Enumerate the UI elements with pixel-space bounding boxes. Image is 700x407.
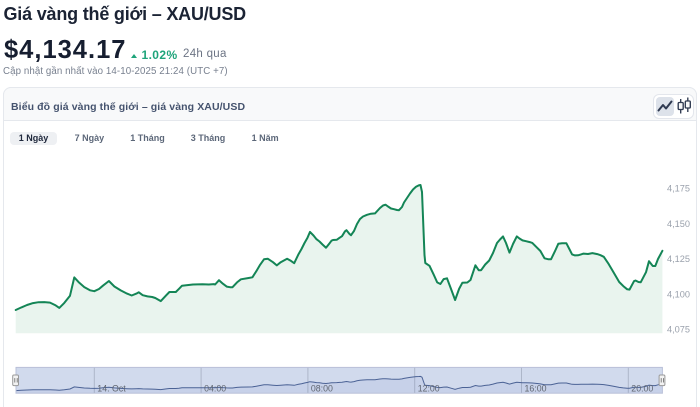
- svg-text:20:00: 20:00: [631, 384, 653, 394]
- svg-text:16:00: 16:00: [525, 384, 547, 394]
- svg-text:14. Oct: 14. Oct: [97, 384, 126, 394]
- svg-text:4,125: 4,125: [667, 254, 690, 264]
- svg-text:4,175: 4,175: [667, 184, 690, 194]
- svg-text:4,100: 4,100: [667, 290, 690, 300]
- svg-text:4,075: 4,075: [667, 325, 690, 335]
- svg-text:08:00: 08:00: [311, 384, 333, 394]
- svg-text:04:00: 04:00: [204, 384, 226, 394]
- svg-text:4,150: 4,150: [667, 219, 690, 229]
- svg-text:12:00: 12:00: [418, 384, 440, 394]
